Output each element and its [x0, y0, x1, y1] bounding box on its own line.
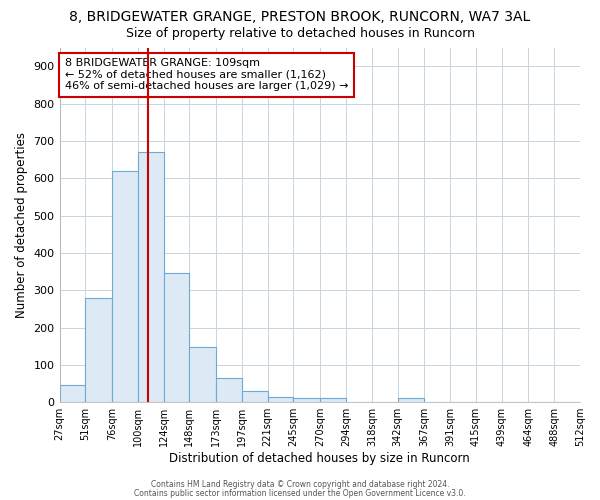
- Bar: [398, 398, 424, 402]
- Bar: [268, 396, 293, 402]
- Y-axis label: Number of detached properties: Number of detached properties: [15, 132, 28, 318]
- Text: Contains HM Land Registry data © Crown copyright and database right 2024.: Contains HM Land Registry data © Crown c…: [151, 480, 449, 489]
- Text: 8, BRIDGEWATER GRANGE, PRESTON BROOK, RUNCORN, WA7 3AL: 8, BRIDGEWATER GRANGE, PRESTON BROOK, RU…: [70, 10, 530, 24]
- Bar: [112, 170, 138, 402]
- Bar: [293, 398, 320, 402]
- X-axis label: Distribution of detached houses by size in Runcorn: Distribution of detached houses by size …: [169, 452, 470, 465]
- Text: Contains public sector information licensed under the Open Government Licence v3: Contains public sector information licen…: [134, 488, 466, 498]
- Bar: [59, 386, 85, 402]
- Bar: [320, 398, 346, 402]
- Bar: [138, 152, 164, 402]
- Bar: [164, 274, 190, 402]
- Text: Size of property relative to detached houses in Runcorn: Size of property relative to detached ho…: [125, 28, 475, 40]
- Bar: [190, 347, 216, 402]
- Bar: [85, 298, 112, 402]
- Bar: [216, 378, 242, 402]
- Bar: [242, 391, 268, 402]
- Text: 8 BRIDGEWATER GRANGE: 109sqm
← 52% of detached houses are smaller (1,162)
46% of: 8 BRIDGEWATER GRANGE: 109sqm ← 52% of de…: [65, 58, 348, 92]
